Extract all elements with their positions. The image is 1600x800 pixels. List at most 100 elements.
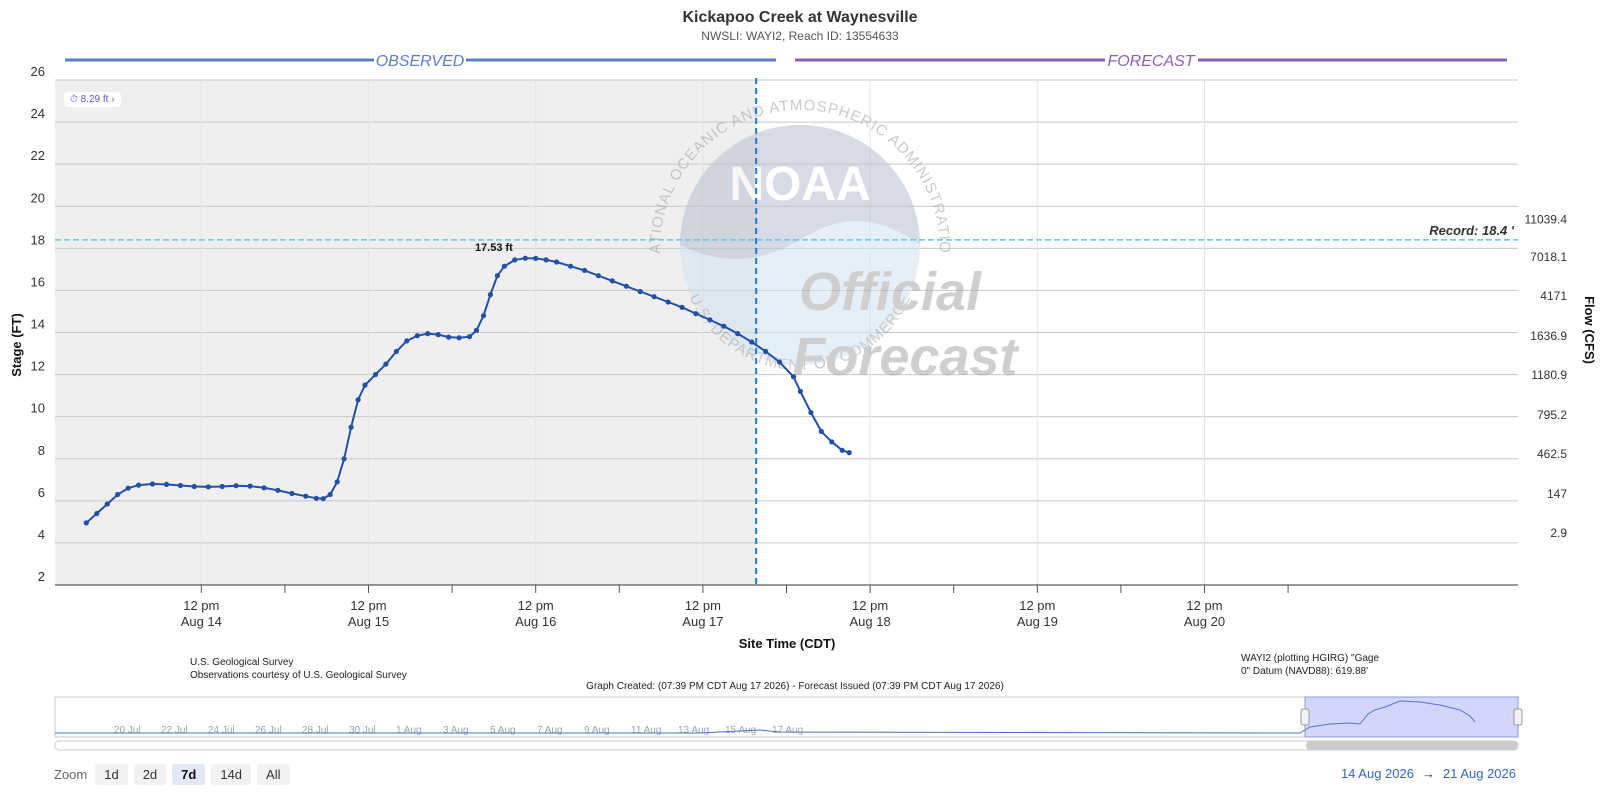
- stage-point: [721, 323, 727, 329]
- stage-point: [735, 331, 741, 337]
- stage-point: [679, 304, 685, 310]
- range-from[interactable]: 14 Aug 2026: [1340, 766, 1414, 781]
- stage-point: [487, 292, 493, 298]
- range-navigator[interactable]: 20 Jul 22 Jul 24 Jul 26 Jul 28 Jul 30 Jul 1 Au…: [54, 696, 1523, 751]
- flow-tick-label: 462.5: [1537, 447, 1567, 461]
- y-tick-label: 22: [31, 148, 45, 163]
- date-range-display[interactable]: 14 Aug 2026 → 21 Aug 2026: [1341, 766, 1516, 781]
- navigator-scrollbar-track[interactable]: [54, 740, 1519, 751]
- flow-tick-label: 1636.9: [1530, 329, 1567, 343]
- y-axis-title: Stage (FT): [9, 313, 24, 377]
- watermark-official: Official: [799, 262, 982, 322]
- stage-point: [355, 397, 361, 403]
- y-tick-label: 12: [31, 359, 45, 374]
- navigator-handle-left[interactable]: [1300, 708, 1310, 726]
- flow-tick-label: 4171: [1540, 289, 1567, 303]
- stage-point: [533, 255, 539, 261]
- current-stage-chip[interactable]: ⏱ 8.29 ft ›: [64, 92, 121, 107]
- x-tick-date: Aug 14: [181, 614, 222, 629]
- y-tick-label: 18: [31, 232, 45, 247]
- x-tick-date: Aug 17: [682, 614, 723, 629]
- zoom-button-14d[interactable]: 14d: [211, 764, 252, 785]
- forecast-band: FORECAST: [795, 53, 1507, 70]
- stage-point: [163, 481, 170, 487]
- stage-point: [790, 374, 797, 380]
- flow-axis-title: Flow (CFS): [1582, 296, 1597, 364]
- y-tick-label: 2: [38, 569, 45, 584]
- stage-point: [665, 299, 671, 305]
- x-tick-time: 12 pm: [852, 598, 888, 613]
- y-tick-label: 10: [31, 401, 45, 416]
- stage-point: [446, 334, 452, 340]
- zoom-button-1d[interactable]: 1d: [95, 764, 128, 785]
- zoom-button-all[interactable]: All: [257, 764, 290, 785]
- stage-point: [480, 313, 487, 319]
- credit-gage: WAYI2 (plotting HGIRG) "Gage: [1241, 653, 1379, 664]
- flow-tick-label: 1180.9: [1531, 368, 1567, 382]
- x-tick-time: 12 pm: [518, 598, 554, 613]
- flow-tick-label: 7018.1: [1530, 250, 1567, 264]
- stage-point: [177, 482, 183, 489]
- stage-point: [829, 439, 835, 445]
- watermark-forecast: Forecast: [792, 327, 1019, 387]
- stage-point: [435, 332, 441, 338]
- stage-point: [637, 288, 643, 295]
- stage-point: [808, 409, 814, 416]
- stage-point: [94, 510, 100, 517]
- chart-subtitle: NWSLI: WAYI2, Reach ID: 13554633: [701, 29, 899, 43]
- x-tick-time: 12 pm: [183, 598, 219, 613]
- y-tick-label: 8: [38, 443, 45, 458]
- stage-point: [512, 257, 518, 263]
- stage-point: [494, 273, 500, 279]
- zoom-button-7d[interactable]: 7d: [172, 764, 206, 785]
- x-tick-date: Aug 16: [515, 614, 556, 629]
- stopwatch-icon: ⏱: [70, 94, 78, 105]
- navigator-date-label: 13 Aug: [678, 725, 709, 736]
- stage-point: [219, 483, 225, 490]
- range-arrow: →: [1421, 766, 1435, 781]
- peak-label: 17.53 ft: [475, 242, 513, 254]
- stage-point: [623, 283, 629, 289]
- zoom-button-2d[interactable]: 2d: [133, 764, 167, 785]
- stage-point: [554, 259, 560, 265]
- navigator-handle-right[interactable]: [1513, 708, 1523, 726]
- stage-point: [205, 484, 211, 490]
- x-tick-time: 12 pm: [350, 598, 386, 613]
- credit-datum: 0" Datum (NAVD88): 619.88': [1241, 666, 1368, 677]
- stage-point: [501, 263, 507, 269]
- x-tick-time: 12 pm: [1186, 598, 1222, 613]
- current-stage-value: 8.29 ft: [80, 94, 109, 105]
- stage-point: [404, 338, 410, 344]
- navigator-scrollbar-thumb[interactable]: [1306, 741, 1518, 750]
- credit-observations: Observations courtesy of U.S. Geological…: [190, 670, 407, 681]
- range-to[interactable]: 21 Aug 2026: [1442, 766, 1516, 781]
- forecast-label: FORECAST: [1107, 53, 1195, 70]
- stage-point: [693, 311, 699, 317]
- observed-label: OBSERVED: [376, 53, 465, 70]
- stage-point: [104, 501, 110, 507]
- stage-point: [303, 493, 309, 499]
- x-axis-title: Site Time (CDT): [739, 636, 836, 651]
- stage-point: [425, 331, 431, 337]
- stage-point: [707, 317, 713, 323]
- navigator-date-label: 3 Aug: [443, 725, 469, 736]
- navigator-series: [55, 700, 1476, 734]
- flow-tick-label: 147: [1547, 487, 1567, 501]
- stage-point: [797, 388, 804, 394]
- stage-point: [348, 424, 354, 430]
- credit-source: U.S. Geological Survey: [190, 657, 293, 668]
- observed-stage-series: [83, 255, 852, 526]
- stage-point: [567, 263, 574, 269]
- navigator-date-label: 20 Jul: [114, 725, 141, 736]
- watermark-logo: NOAA: [729, 158, 870, 211]
- navigator-date-label: 28 Jul: [302, 725, 329, 736]
- stage-point: [261, 485, 267, 491]
- stage-point: [818, 428, 824, 434]
- stage-point: [456, 335, 462, 341]
- navigator-date-label: 22 Jul: [161, 725, 188, 736]
- navigator-selection[interactable]: [1304, 696, 1519, 738]
- stage-point: [372, 372, 379, 378]
- stage-point: [125, 485, 131, 491]
